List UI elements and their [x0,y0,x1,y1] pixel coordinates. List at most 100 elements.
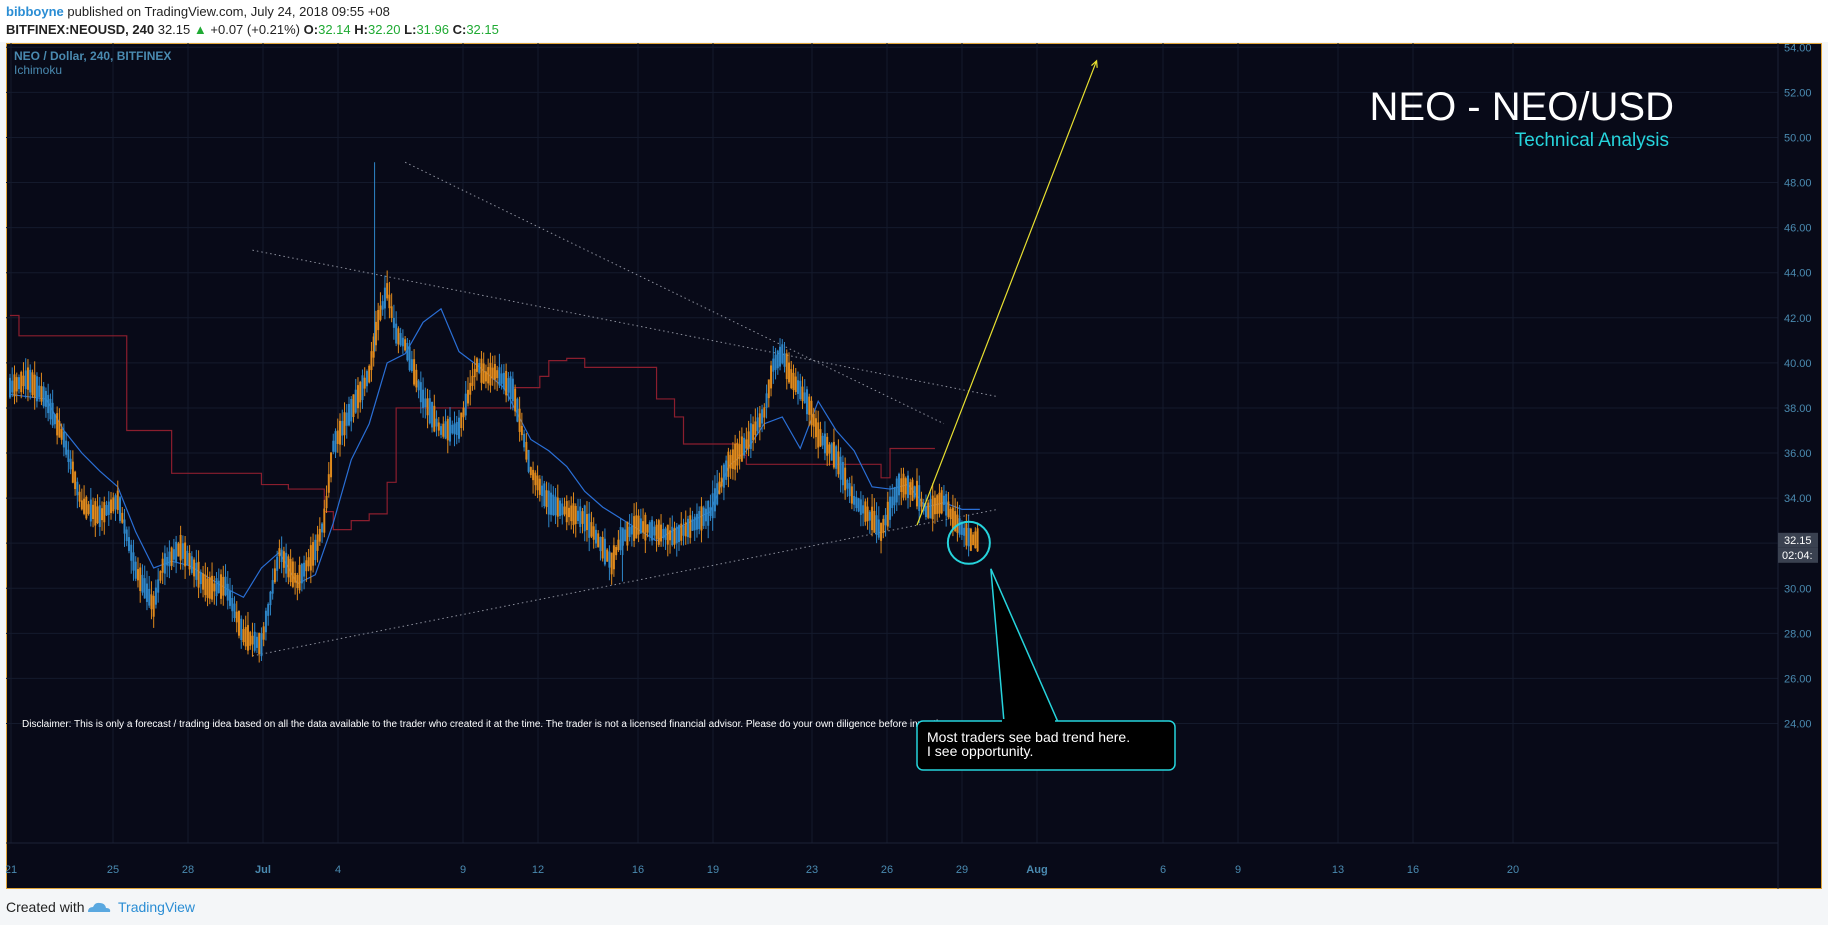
candle [132,539,135,581]
candle-body [399,333,402,346]
candle-body [680,523,683,541]
candle [341,409,344,446]
high-value: 32.20 [367,22,401,37]
candle-body [709,507,712,516]
candle [628,514,631,542]
candle-body [646,524,649,533]
candle-body [754,421,757,435]
candle [637,509,640,543]
candle [680,512,683,546]
tradingview-link[interactable]: TradingView [118,899,196,915]
candle-body [69,458,72,470]
candle [114,493,117,521]
candle [51,389,54,428]
candle-body [217,580,220,593]
candle-body [386,283,389,299]
candle-body [309,545,312,571]
candle-body [390,306,393,318]
candle-body [361,375,364,401]
candle [175,535,178,574]
candle-body [835,446,838,469]
candle-body [684,522,687,537]
candle-body [648,522,651,537]
candle [455,415,458,445]
candle [722,462,725,501]
candle [437,417,440,437]
high-label: H: [354,22,368,37]
candle-body [161,558,164,573]
candle [606,548,609,563]
candle-body [886,501,889,527]
time-axis[interactable]: 21 25 28 Jul 4 9 12 16 19 23 26 29 Aug 6 9 13 16 20 [6,842,1778,876]
candle-body [509,376,512,400]
candle-body [101,508,104,521]
candle-body [15,377,18,392]
candle [264,607,267,641]
candle [695,503,698,538]
candle-body [859,499,862,515]
candle-body [633,516,636,541]
candle-body [727,451,730,477]
candle [893,486,896,514]
price-chart[interactable]: 24.0026.0028.0030.0032.0034.0036.0038.00… [6,43,1822,889]
last-price-label [1778,532,1818,548]
candle-body [392,317,395,328]
candle-body [525,441,528,460]
candle-body [38,385,41,397]
candle [143,565,146,599]
candle [666,524,669,557]
candle-body [949,508,952,519]
candle-body [792,372,795,391]
candle-body [541,485,544,496]
low-value: 31.96 [416,22,449,37]
candle [693,513,696,542]
price-tick-label: 30.00 [1784,583,1812,595]
candle [812,407,815,439]
candle [933,490,936,524]
candle-body [294,573,297,583]
candle [258,632,261,663]
grid [6,43,1778,843]
candle [404,336,407,352]
candle [662,522,665,547]
candle [336,418,339,453]
candle [282,546,285,578]
candle-body [51,402,54,426]
candle-body [734,443,737,470]
candle [633,503,636,548]
candle-body [725,460,728,480]
candle [511,371,514,411]
open-label: O: [303,22,319,37]
candle [574,503,577,538]
candle [309,536,312,584]
candle [651,516,654,546]
candle-body [954,511,957,532]
candle-body [446,418,449,441]
candle-body [305,560,308,572]
callout-line-1: Most traders see bad trend here. [927,729,1130,745]
price-tick-label: 52.00 [1784,87,1812,99]
candle-body [53,414,56,425]
candle-body [208,577,211,599]
candle [929,491,932,519]
candle [246,611,249,655]
candle [619,518,622,556]
candle [772,345,775,384]
candle [58,408,61,438]
candle [424,387,427,419]
candle-body [258,632,261,655]
candle-body [511,378,514,402]
candle [902,467,905,501]
candle [536,465,539,499]
candle-body [889,496,892,520]
candle [947,491,950,520]
candle [390,293,393,323]
candle [262,622,265,647]
author-link[interactable]: bibboyne [6,4,64,19]
candle [24,358,27,399]
candle [745,427,748,455]
candle [179,525,182,570]
price-axis[interactable]: 24.0026.0028.0030.0032.0034.0036.0038.00… [1777,43,1812,889]
candle [615,545,618,560]
candle-body [637,515,640,535]
